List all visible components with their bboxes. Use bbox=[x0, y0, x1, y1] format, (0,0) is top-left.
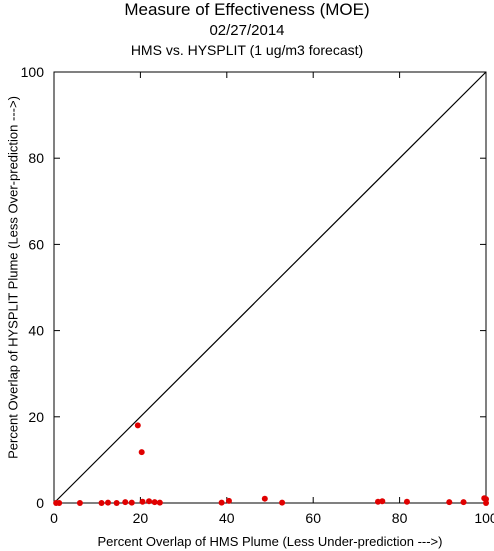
data-point bbox=[225, 497, 232, 504]
y-tick-label: 40 bbox=[28, 323, 44, 339]
y-tick-label: 100 bbox=[21, 64, 45, 80]
chart-date: 02/27/2014 bbox=[209, 22, 285, 39]
data-points bbox=[53, 422, 489, 506]
data-point bbox=[139, 498, 146, 505]
data-point bbox=[122, 499, 129, 506]
y-tick-label: 0 bbox=[36, 495, 44, 511]
data-point bbox=[146, 498, 153, 505]
chart-title: Measure of Effectiveness (MOE) bbox=[124, 0, 370, 19]
data-point bbox=[446, 499, 453, 506]
data-point bbox=[261, 495, 268, 502]
data-point bbox=[113, 500, 120, 506]
y-tick-label: 80 bbox=[28, 150, 44, 166]
data-point bbox=[134, 422, 141, 429]
plot-frame bbox=[53, 71, 487, 504]
data-point bbox=[98, 500, 105, 506]
chart-subtitle: HMS vs. HYSPLIT (1 ug/m3 forecast) bbox=[130, 42, 364, 58]
x-tick-label: 80 bbox=[392, 510, 408, 526]
data-point bbox=[138, 449, 145, 456]
data-point bbox=[76, 500, 83, 506]
data-point bbox=[218, 499, 225, 506]
data-point bbox=[379, 498, 386, 505]
data-point bbox=[279, 499, 286, 506]
y-tick-label: 20 bbox=[28, 409, 44, 425]
data-point bbox=[128, 499, 135, 506]
reference-line-y-equals-x bbox=[53, 71, 487, 504]
data-point bbox=[151, 499, 158, 506]
data-point bbox=[460, 499, 467, 506]
x-tick-label: 40 bbox=[219, 510, 235, 526]
y-tick-label: 60 bbox=[28, 236, 44, 252]
data-point bbox=[105, 499, 111, 506]
data-point bbox=[483, 500, 489, 506]
x-tick-label: 100 bbox=[474, 510, 494, 526]
y-axis-label: Percent Overlap of HYSPLIT Plume (Less O… bbox=[5, 96, 20, 459]
data-point bbox=[375, 498, 381, 505]
axis-ticks: 0 20 40 60 80 100 0 20 40 60 80 100 bbox=[21, 64, 494, 526]
x-tick-label: 20 bbox=[133, 510, 149, 526]
x-axis-label: Percent Overlap of HMS Plume (Less Under… bbox=[98, 534, 443, 549]
data-point bbox=[56, 500, 63, 506]
data-point bbox=[403, 498, 410, 505]
data-point bbox=[156, 499, 163, 506]
x-tick-label: 0 bbox=[50, 510, 58, 526]
x-tick-label: 60 bbox=[305, 510, 321, 526]
